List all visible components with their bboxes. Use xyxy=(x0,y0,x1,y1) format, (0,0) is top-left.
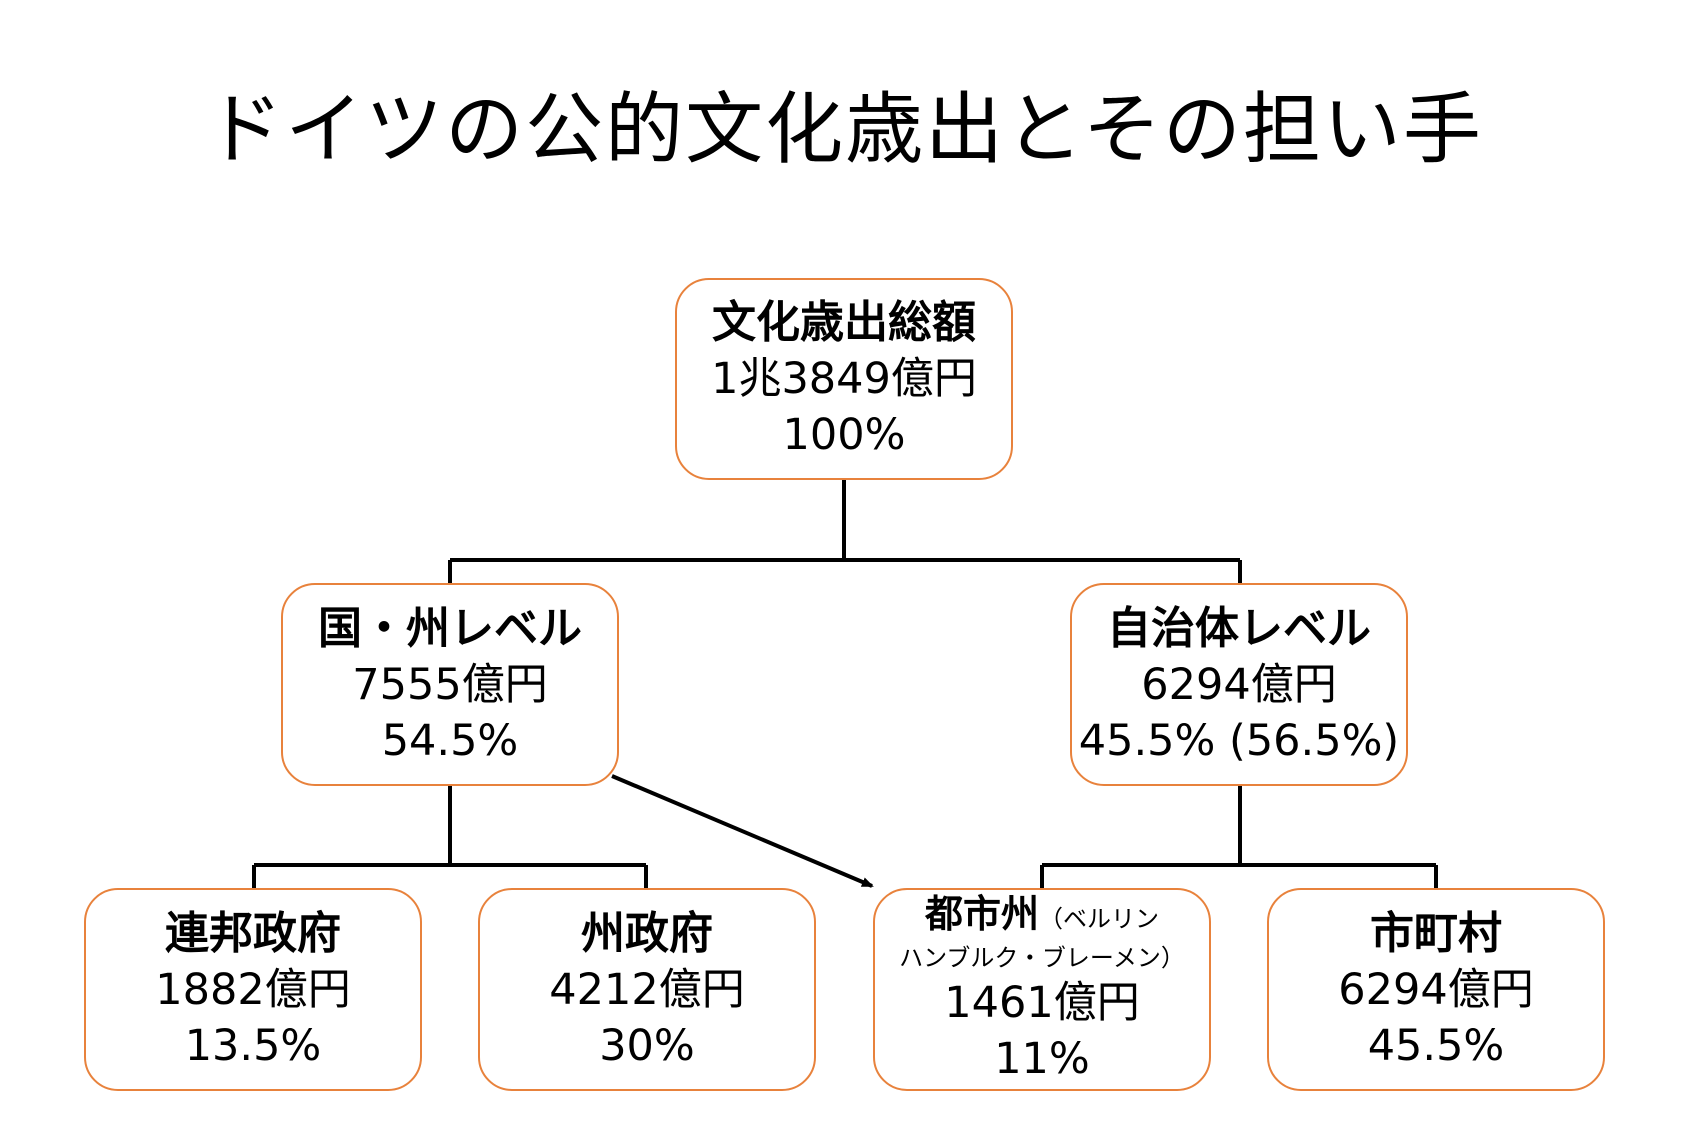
node-citystate-note-2: ハンブルク・ブレーメン） xyxy=(899,944,1185,972)
arrow-state-to-citystate xyxy=(611,774,874,888)
node-total-share: 100% xyxy=(782,410,906,460)
node-municipal-label: 自治体レベル xyxy=(1107,602,1371,654)
node-municipal-level: 自治体レベル 6294億円 45.5% (56.5%) xyxy=(1070,583,1408,786)
node-land: 州政府 4212億円 30% xyxy=(478,888,816,1091)
node-towns-amount: 6294億円 xyxy=(1338,964,1534,1015)
node-municipal-amount: 6294億円 xyxy=(1141,659,1337,710)
node-federal: 連邦政府 1882億円 13.5% xyxy=(84,888,422,1091)
node-land-amount: 4212億円 xyxy=(549,964,745,1015)
node-citystate-title-row: 都市州（ベルリン xyxy=(925,892,1159,941)
node-land-label: 州政府 xyxy=(581,907,713,959)
node-citystate-note-1: （ベルリン xyxy=(1039,905,1159,933)
node-total-label: 文化歳出総額 xyxy=(712,297,976,348)
node-total: 文化歳出総額 1兆3849億円 100% xyxy=(675,278,1013,480)
node-land-share: 30% xyxy=(599,1020,695,1071)
node-federal-share: 13.5% xyxy=(184,1020,322,1071)
node-citystate-share: 11% xyxy=(994,1034,1090,1084)
node-state-label: 国・州レベル xyxy=(318,602,582,654)
node-citystate: 都市州（ベルリン ハンブルク・ブレーメン） 1461億円 11% xyxy=(873,888,1211,1091)
node-towns: 市町村 6294億円 45.5% xyxy=(1267,888,1605,1091)
node-total-amount: 1兆3849億円 xyxy=(711,354,977,404)
node-federal-amount: 1882億円 xyxy=(155,964,351,1015)
node-citystate-amount: 1461億円 xyxy=(944,978,1140,1028)
node-federal-label: 連邦政府 xyxy=(165,907,341,959)
slide-title: ドイツの公的文化歳出とその担い手 xyxy=(205,85,1483,175)
node-municipal-share: 45.5% (56.5%) xyxy=(1078,715,1400,766)
node-state-level: 国・州レベル 7555億円 54.5% xyxy=(281,583,619,786)
node-state-amount: 7555億円 xyxy=(352,659,548,710)
node-citystate-label: 都市州 xyxy=(924,892,1039,936)
node-towns-share: 45.5% xyxy=(1367,1020,1505,1071)
node-towns-label: 市町村 xyxy=(1370,907,1502,959)
node-state-share: 54.5% xyxy=(381,715,519,766)
